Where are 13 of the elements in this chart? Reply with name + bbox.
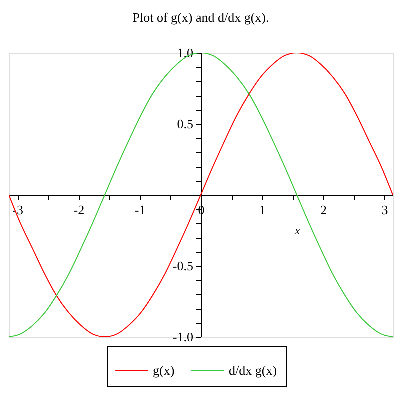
- x-tick-label: -2: [74, 202, 85, 218]
- legend-label: d/dx g(x): [229, 363, 278, 378]
- x-axis-title: x: [294, 224, 301, 238]
- y-tick-label: 0.5: [177, 116, 194, 132]
- x-tick-label: 1: [259, 202, 266, 218]
- y-tick-label: -0.5: [172, 258, 194, 274]
- y-tick-label: 1.0: [177, 46, 194, 60]
- x-tick-label: 2: [320, 202, 328, 218]
- x-tick-label: 3: [382, 202, 388, 218]
- y-tick-label: -1.0: [172, 330, 194, 344]
- chart-title: Plot of g(x) and d/dx g(x).: [132, 10, 270, 25]
- x-tick-label: -1: [134, 202, 146, 218]
- legend-label: g(x): [153, 363, 175, 378]
